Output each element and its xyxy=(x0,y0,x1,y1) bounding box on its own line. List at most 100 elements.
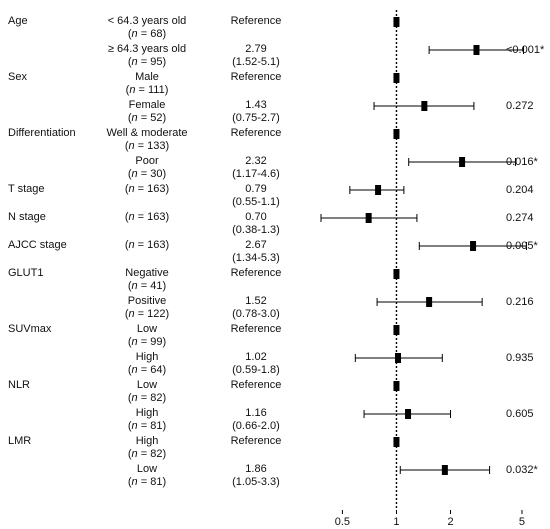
row-confidence-interval: (0.55-1.1) xyxy=(232,196,280,208)
row-variable-label: Age xyxy=(8,15,28,27)
sample-size-open: ( xyxy=(127,392,132,404)
hazard-ratio-marker xyxy=(459,157,466,167)
row-variable-label: Sex xyxy=(8,71,27,83)
hazard-ratio-marker xyxy=(473,45,480,55)
sample-size-n: n xyxy=(128,183,135,195)
row-confidence-interval: (1.05-3.3) xyxy=(232,476,280,488)
row-confidence-interval: (0.59-1.8) xyxy=(232,364,280,376)
row-variable-label: N stage xyxy=(8,211,46,223)
sample-size-value: = 68) xyxy=(137,28,167,40)
row-hazard-ratio: Reference xyxy=(230,127,282,139)
row-sample-size: (n = 122) xyxy=(72,308,222,321)
row-confidence-interval: (0.66-2.0) xyxy=(232,420,280,432)
row-hazard-ratio: Reference xyxy=(230,15,282,27)
sample-size-open: ( xyxy=(124,140,129,152)
row-sample-size: (n = 81) xyxy=(72,420,222,433)
row-confidence-interval: (1.52-5.1) xyxy=(232,56,280,68)
hazard-ratio-marker xyxy=(470,241,477,251)
hazard-ratio-marker xyxy=(365,213,372,223)
sample-size-open: ( xyxy=(124,211,129,223)
sample-size-open: ( xyxy=(127,56,132,68)
sample-size-n: n xyxy=(129,84,136,96)
sample-size-open: ( xyxy=(127,112,132,124)
row-p-value: 0.005* xyxy=(506,240,538,252)
row-sample-size: (n = 99) xyxy=(72,336,222,349)
row-hazard-ratio: Reference xyxy=(230,379,282,391)
row-sample-size: (n = 95) xyxy=(72,56,222,69)
sample-size-value: = 30) xyxy=(137,168,167,180)
row-sample-size: (n = 52) xyxy=(72,112,222,125)
sample-size-n: n xyxy=(131,476,138,488)
row-variable-label: GLUT1 xyxy=(8,267,44,279)
row-variable-label: T stage xyxy=(8,183,45,195)
row-confidence-interval: (1.34-5.3) xyxy=(232,252,280,264)
sample-size-open: ( xyxy=(127,280,132,292)
row-p-value: 0.605 xyxy=(506,408,534,420)
row-p-value: 0.216 xyxy=(506,296,534,308)
row-sample-size: (n = 111) xyxy=(72,84,222,97)
row-category-label: High xyxy=(135,407,159,419)
sample-size-open: ( xyxy=(124,308,129,320)
row-sample-size: (n = 82) xyxy=(72,448,222,461)
row-p-value: 0.016* xyxy=(506,156,538,168)
row-sample-size: (n = 30) xyxy=(72,168,222,181)
hazard-ratio-marker xyxy=(393,437,400,447)
sample-size-value: = 81) xyxy=(137,420,167,432)
row-p-value: 0.272 xyxy=(506,100,534,112)
sample-size-value: = 95) xyxy=(137,56,167,68)
row-confidence-interval: (0.38-1.3) xyxy=(232,224,280,236)
sample-size-value: = 163) xyxy=(134,183,170,195)
row-hazard-ratio: 1.43 xyxy=(245,99,267,111)
row-confidence-interval: (0.78-3.0) xyxy=(232,308,280,320)
row-category-label: Male xyxy=(135,71,159,83)
hazard-ratio-marker xyxy=(393,269,400,279)
row-category-label: High xyxy=(135,435,159,447)
sample-size-open: ( xyxy=(127,168,132,180)
sample-size-open: ( xyxy=(127,364,132,376)
row-sample-size: (n = 163) xyxy=(72,183,222,196)
sample-size-n: n xyxy=(131,364,138,376)
x-tick-label: 5 xyxy=(519,516,525,528)
row-hazard-ratio: 2.32 xyxy=(245,155,267,167)
sample-size-value: = 111) xyxy=(135,84,169,96)
row-variable-label: SUVmax xyxy=(8,323,52,335)
row-sample-size: (n = 163) xyxy=(72,239,222,252)
sample-size-n: n xyxy=(131,28,138,40)
row-hazard-ratio: Reference xyxy=(230,435,282,447)
sample-size-n: n xyxy=(131,448,138,460)
row-category-label: ≥ 64.3 years old xyxy=(107,43,187,55)
row-hazard-ratio: Reference xyxy=(230,267,282,279)
row-hazard-ratio: 1.86 xyxy=(245,463,267,475)
row-hazard-ratio: 0.70 xyxy=(245,211,267,223)
sample-size-n: n xyxy=(128,211,135,223)
row-sample-size: (n = 163) xyxy=(72,211,222,224)
sample-size-open: ( xyxy=(127,476,132,488)
row-category-label: High xyxy=(135,351,159,363)
sample-size-value: = 41) xyxy=(137,280,167,292)
sample-size-open: ( xyxy=(127,448,132,460)
hazard-ratio-marker xyxy=(426,297,433,307)
x-tick-label: 1 xyxy=(393,516,399,528)
sample-size-value: = 163) xyxy=(134,211,170,223)
sample-size-value: = 81) xyxy=(137,476,167,488)
row-variable-label: Differentiation xyxy=(8,127,76,139)
row-variable-label: LMR xyxy=(8,435,32,447)
row-p-value: 0.935 xyxy=(506,352,534,364)
sample-size-open: ( xyxy=(124,239,129,251)
row-category-label: Low xyxy=(136,379,158,391)
row-category-label: Well & moderate xyxy=(106,127,188,139)
row-sample-size: (n = 68) xyxy=(72,28,222,41)
sample-size-n: n xyxy=(131,420,138,432)
sample-size-open: ( xyxy=(127,28,132,40)
row-hazard-ratio: 1.52 xyxy=(245,295,267,307)
row-p-value: <0.001* xyxy=(506,44,545,56)
row-category-label: < 64.3 years old xyxy=(107,15,187,27)
row-variable-label: NLR xyxy=(8,379,31,391)
row-variable-label: AJCC stage xyxy=(8,239,67,251)
row-p-value: 0.032* xyxy=(506,464,538,476)
sample-size-value: = 52) xyxy=(137,112,167,124)
row-category-label: Low xyxy=(136,323,158,335)
hazard-ratio-marker xyxy=(393,129,400,139)
row-sample-size: (n = 82) xyxy=(72,392,222,405)
sample-size-value: = 163) xyxy=(134,239,170,251)
